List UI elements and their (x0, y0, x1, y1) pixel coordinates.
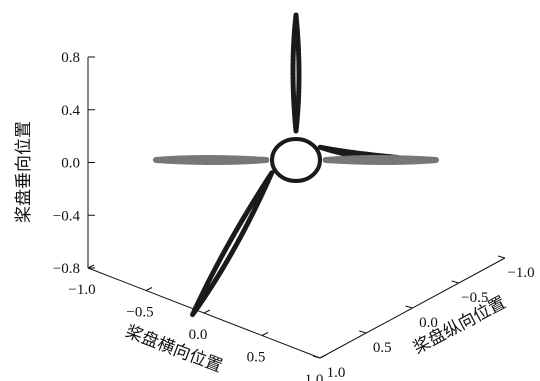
y-tick (451, 280, 459, 284)
y-tick-label: 1.0 (327, 365, 346, 381)
z-tick-label: 0.4 (61, 103, 80, 119)
z-tick-label: −0.4 (53, 208, 81, 224)
y-tick-label: −0.5 (461, 290, 488, 306)
y-tick (312, 355, 321, 359)
x-axis-label: 桨盘横向位置 (123, 322, 225, 377)
x-tick-label: −0.5 (126, 305, 153, 321)
hub-ring (270, 137, 322, 183)
curves (152, 12, 440, 318)
z-tick-label: 0.0 (61, 156, 80, 172)
z-axis-label: 桨盘垂向位置 (14, 121, 34, 223)
z-tick-label: −0.8 (53, 261, 80, 277)
x-tick-label: 0.0 (189, 327, 208, 343)
y-tick (405, 305, 413, 309)
x-tick (87, 264, 95, 269)
y-tick (359, 330, 367, 334)
tick-marks (87, 56, 506, 359)
y-tick (497, 255, 506, 259)
x-tick (145, 287, 153, 291)
series-1-path (152, 155, 440, 165)
y-tick-label: 0.0 (419, 315, 438, 331)
z-tick-label: 0.8 (61, 50, 80, 66)
x-tick-label: −1.0 (68, 282, 95, 298)
x-tick (261, 332, 269, 336)
x-tick-label: 0.5 (247, 350, 266, 366)
x-tick (203, 309, 211, 314)
x-tick (319, 354, 327, 359)
y-tick-label: 0.5 (373, 340, 392, 356)
x-tick-label: 1.0 (305, 372, 324, 381)
tick-labels: 0.8 0.4 0.0 −0.4 −0.8 −1.0 −0.5 0.0 0.5 1.0 1.0 0.5… (53, 50, 535, 381)
y-tick-label: −1.0 (507, 265, 534, 281)
